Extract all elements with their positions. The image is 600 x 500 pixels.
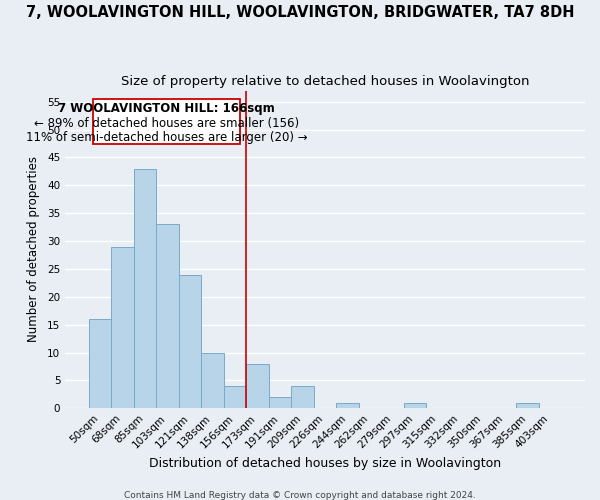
Bar [224, 386, 247, 408]
Bar [337, 403, 359, 408]
Text: 7 WOOLAVINGTON HILL: 166sqm: 7 WOOLAVINGTON HILL: 166sqm [58, 102, 275, 114]
FancyBboxPatch shape [94, 99, 239, 144]
Bar [247, 364, 269, 408]
Bar [292, 386, 314, 408]
Bar [517, 403, 539, 408]
Bar [157, 224, 179, 408]
Text: ← 89% of detached houses are smaller (156): ← 89% of detached houses are smaller (15… [34, 116, 299, 130]
Title: Size of property relative to detached houses in Woolavington: Size of property relative to detached ho… [121, 75, 529, 88]
Bar [269, 397, 292, 408]
Y-axis label: Number of detached properties: Number of detached properties [27, 156, 40, 342]
Text: Contains HM Land Registry data © Crown copyright and database right 2024.: Contains HM Land Registry data © Crown c… [124, 490, 476, 500]
Bar [202, 352, 224, 408]
Bar [89, 319, 112, 408]
X-axis label: Distribution of detached houses by size in Woolavington: Distribution of detached houses by size … [149, 457, 501, 470]
Bar [404, 403, 427, 408]
Text: 7, WOOLAVINGTON HILL, WOOLAVINGTON, BRIDGWATER, TA7 8DH: 7, WOOLAVINGTON HILL, WOOLAVINGTON, BRID… [26, 5, 574, 20]
Bar [134, 168, 157, 408]
Bar [112, 246, 134, 408]
Bar [179, 274, 202, 408]
Text: 11% of semi-detached houses are larger (20) →: 11% of semi-detached houses are larger (… [26, 132, 307, 144]
